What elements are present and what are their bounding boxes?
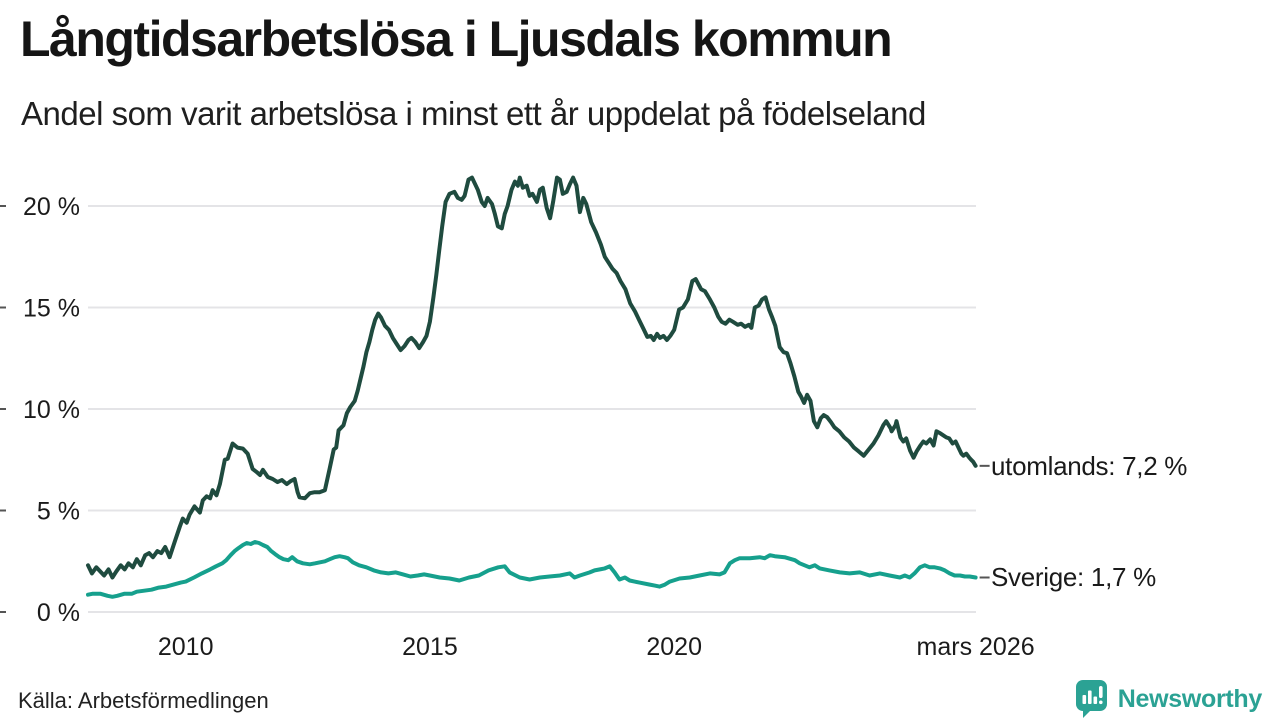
y-tick-label-20: 20 % [23,193,80,221]
page-subtitle: Andel som varit arbetslösa i minst ett å… [21,95,926,132]
y-tick-label-15: 15 % [23,295,80,323]
y-tick-label-0: 0 % [37,599,80,627]
page-title: Långtidsarbetslösa i Ljusdals kommun [20,11,893,67]
newsworthy-logo-icon [1075,680,1107,718]
x-tick-label-mars 2026: mars 2026 [917,633,1035,661]
brand-name: Newsworthy [1117,685,1263,713]
source-note: Källa: Arbetsförmedlingen [18,688,269,713]
series-end-label-utomlands: utomlands: 7,2 % [991,451,1188,481]
y-tick-label-10: 10 % [23,396,80,424]
x-tick-label-2015: 2015 [402,633,458,661]
x-tick-label-2010: 2010 [158,633,214,661]
y-tick-label-5: 5 % [37,498,80,526]
utomlands-line [86,175,978,580]
series-end-label-sverige: Sverige: 1,7 % [991,562,1156,592]
line-chart: 0 % 5 % 10 % 15 % 20 % 2010 2015 2020 mars 2026 [0,175,1035,661]
brand-lockup: Newsworthy [1075,680,1262,718]
x-tick-label-2020: 2020 [646,633,702,661]
Sverige-line [86,540,978,599]
